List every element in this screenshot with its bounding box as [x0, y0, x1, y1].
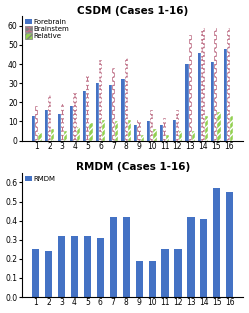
Bar [148, 261, 156, 297]
Bar [84, 236, 91, 297]
Bar [213, 188, 220, 297]
Bar [227, 28, 230, 141]
Bar [86, 74, 89, 141]
Legend: RMDM: RMDM [23, 174, 57, 183]
Bar [224, 49, 227, 141]
Bar [32, 116, 35, 141]
Bar [102, 120, 106, 141]
Bar [226, 192, 233, 297]
Bar [125, 59, 128, 141]
Bar [135, 261, 143, 297]
Bar [61, 104, 64, 141]
Bar [160, 125, 163, 141]
Bar [134, 125, 137, 141]
Bar [128, 120, 131, 141]
Bar [192, 131, 195, 141]
Bar [122, 80, 125, 141]
Bar [214, 28, 217, 141]
Bar [137, 120, 141, 141]
Bar [179, 131, 182, 141]
Bar [48, 95, 51, 141]
Bar [45, 251, 52, 297]
Bar [38, 133, 42, 141]
Bar [112, 68, 115, 141]
Bar [186, 64, 188, 141]
Bar [166, 135, 169, 141]
Bar [153, 129, 157, 141]
Bar [200, 219, 207, 297]
Bar [188, 35, 192, 141]
Bar [115, 121, 118, 141]
Bar [163, 118, 166, 141]
Bar [141, 135, 144, 141]
Bar [32, 249, 39, 297]
Bar [58, 114, 61, 141]
Bar [89, 123, 93, 141]
Bar [58, 236, 65, 297]
Bar [173, 120, 176, 141]
Bar [211, 62, 214, 141]
Bar [161, 249, 169, 297]
Bar [45, 110, 48, 141]
Bar [77, 127, 80, 141]
Bar [96, 83, 99, 141]
Bar [205, 116, 208, 141]
Bar [110, 217, 117, 297]
Bar [217, 112, 221, 141]
Bar [176, 110, 179, 141]
Title: RMDM (Cases 1-16): RMDM (Cases 1-16) [75, 162, 190, 172]
Bar [150, 110, 153, 141]
Title: CSDM (Cases 1-16): CSDM (Cases 1-16) [77, 6, 188, 16]
Bar [230, 116, 233, 141]
Legend: Forebrain, Brainstem, Relative: Forebrain, Brainstem, Relative [23, 18, 71, 41]
Bar [109, 85, 112, 141]
Bar [71, 236, 78, 297]
Bar [83, 91, 86, 141]
Bar [51, 129, 54, 141]
Bar [35, 106, 38, 141]
Bar [97, 238, 104, 297]
Bar [198, 53, 201, 141]
Bar [147, 121, 150, 141]
Bar [73, 93, 77, 141]
Bar [201, 28, 205, 141]
Bar [175, 249, 182, 297]
Bar [70, 106, 73, 141]
Bar [123, 217, 130, 297]
Bar [99, 60, 102, 141]
Bar [64, 131, 67, 141]
Bar [187, 217, 194, 297]
